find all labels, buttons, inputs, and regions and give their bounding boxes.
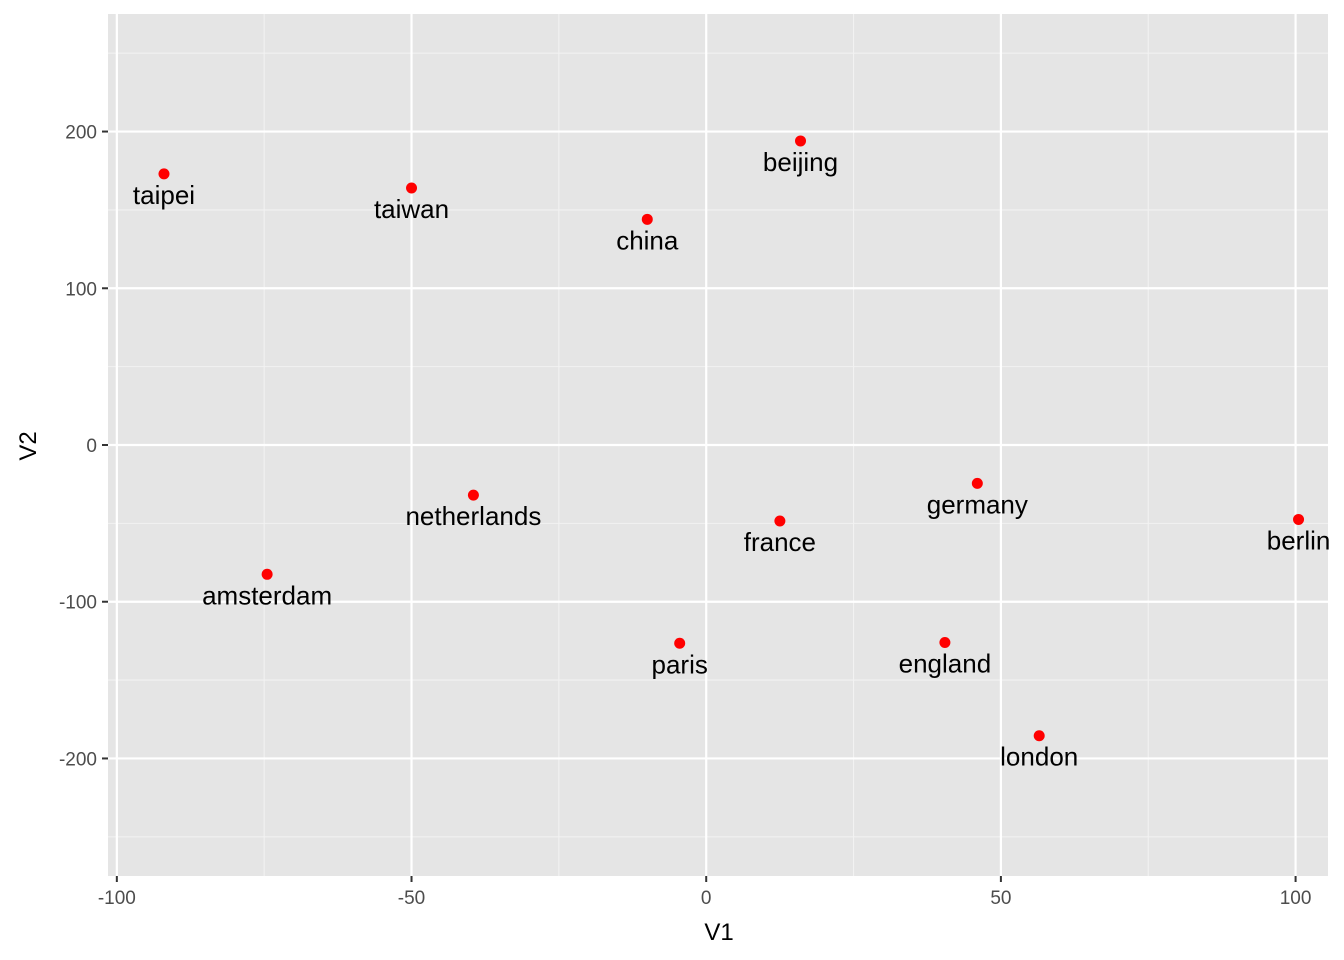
y-axis: -200 -100 0 100 200 [59,123,108,770]
major-gridlines [108,14,1328,876]
y-tick-label: -100 [59,593,97,614]
y-tick-label: 100 [65,279,97,300]
data-point-france [774,515,786,527]
point-label-taiwan: taiwan [374,194,449,224]
y-tick-label: 200 [65,123,97,144]
x-tick-label: 0 [701,888,712,909]
y-tick-label: -200 [59,749,97,770]
data-point-germany [971,477,983,489]
point-labels: taipei taiwan china beijing netherlands amste… [133,147,1330,772]
data-point-london [1033,730,1045,742]
data-point-amsterdam [261,568,273,580]
point-label-taipei: taipei [133,180,195,210]
data-point-taipei [158,168,170,180]
y-axis-title: V2 [15,431,42,460]
point-label-beijing: beijing [763,147,838,177]
point-label-berlin: berlin [1267,525,1331,555]
point-label-paris: paris [652,649,708,679]
data-point-netherlands [467,489,479,501]
data-point-beijing [795,135,807,147]
x-tick-label: -50 [398,888,425,909]
x-tick-label: -100 [98,888,136,909]
data-point-berlin [1293,513,1305,525]
point-label-london: london [1000,742,1078,772]
point-label-netherlands: netherlands [405,501,541,531]
x-axis: -100 -50 0 50 100 [98,876,1312,909]
point-label-china: china [616,225,679,255]
point-label-germany: germany [927,489,1028,519]
data-point-china [641,213,653,225]
point-label-france: france [744,527,816,557]
data-point-england [939,636,951,648]
data-point-paris [674,637,686,649]
point-label-england: england [899,648,992,678]
x-tick-label: 100 [1280,888,1312,909]
x-axis-title: V1 [704,919,733,946]
point-label-amsterdam: amsterdam [202,580,332,610]
data-points [158,135,1305,742]
x-tick-label: 50 [990,888,1011,909]
y-tick-label: 0 [86,436,97,457]
data-point-taiwan [406,182,418,194]
